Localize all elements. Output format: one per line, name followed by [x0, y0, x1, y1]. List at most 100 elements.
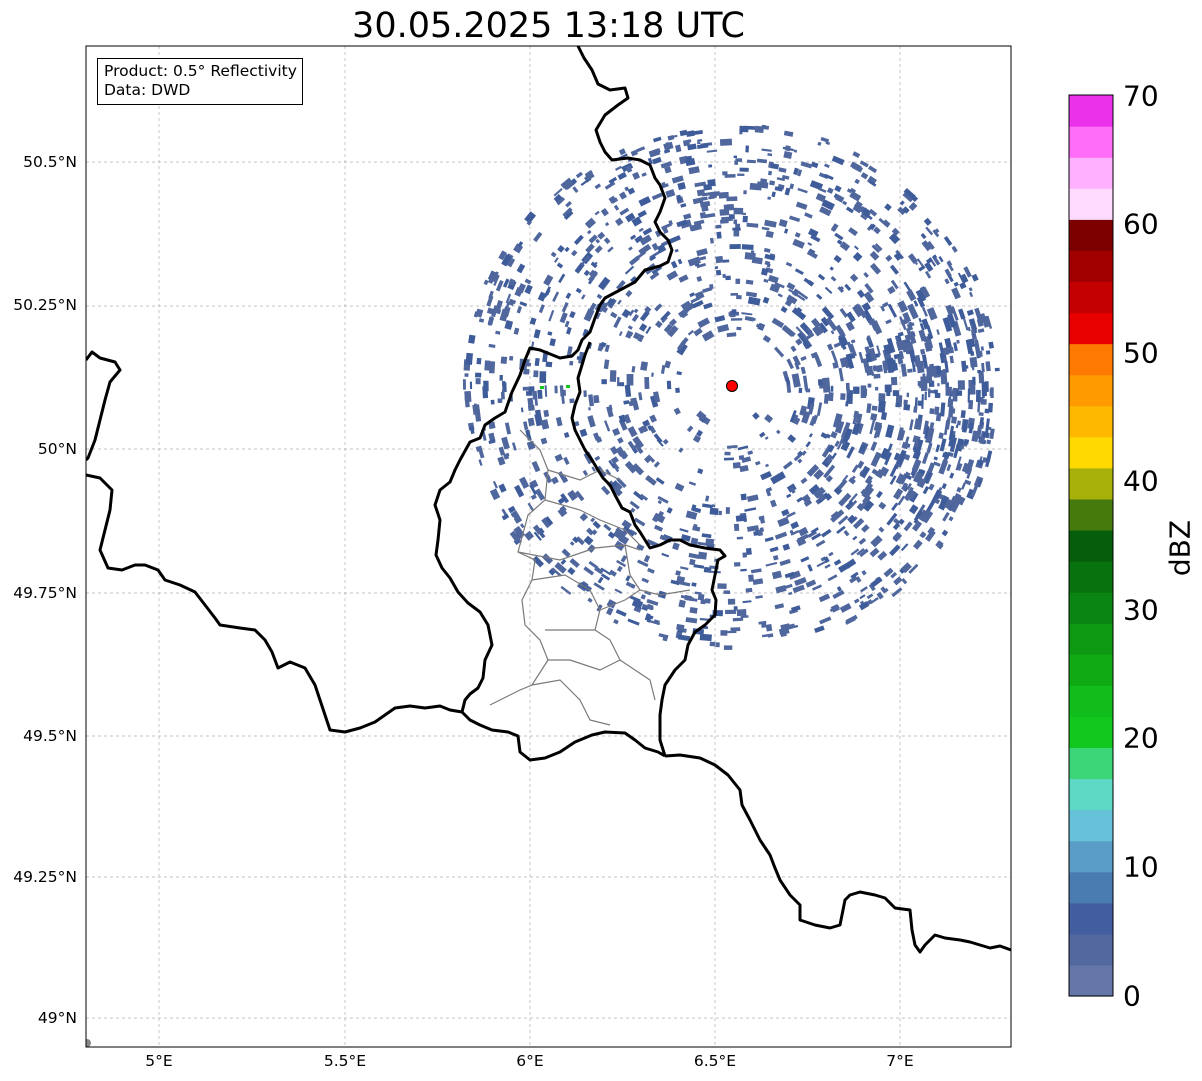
echo-cell [925, 226, 934, 236]
echo-cell [939, 438, 947, 452]
echo-cell [810, 161, 819, 169]
echo-cell [763, 278, 769, 283]
echo-cell [500, 356, 508, 365]
echo-cell [783, 151, 793, 159]
echo-cell [864, 283, 874, 294]
echo-cell [977, 350, 983, 358]
echo-cell [849, 190, 862, 202]
echo-cell [956, 486, 962, 493]
echo-cell [895, 337, 899, 342]
echo-cell [617, 377, 620, 386]
echo-cell [742, 600, 752, 604]
echo-cell [709, 283, 714, 290]
echo-cell [511, 442, 517, 451]
echo-cell [575, 536, 585, 546]
echo-cell [670, 579, 680, 586]
echo-cell [701, 330, 715, 342]
echo-cell [640, 361, 649, 371]
echo-cell [513, 327, 520, 335]
colorbar-segment [1069, 374, 1113, 407]
echo-cell [913, 539, 923, 550]
echo-cell [885, 424, 895, 439]
echo-cell [689, 292, 696, 298]
echo-cell [913, 418, 923, 431]
echo-cell [517, 241, 524, 247]
echo-cell [888, 232, 901, 245]
echo-cell [854, 178, 860, 185]
echo-cell [584, 217, 597, 229]
echo-cell [859, 443, 867, 452]
echo-cell [764, 436, 769, 440]
echo-cell [876, 591, 884, 600]
echo-cell [924, 261, 934, 273]
echo-cell [638, 227, 644, 233]
echo-cell [919, 531, 927, 539]
echo-cell [677, 634, 691, 642]
echo-cell [838, 367, 844, 382]
echo-cell [794, 576, 807, 587]
echo-cell [875, 468, 885, 479]
echo-cell [842, 431, 851, 444]
echo-cell [947, 398, 954, 408]
echo-cell [852, 252, 863, 262]
echo-cell [887, 303, 898, 318]
echo-cell [519, 523, 525, 529]
echo-cell [643, 554, 651, 563]
lat-tick-label: 49.25°N [13, 868, 77, 886]
echo-cell [938, 459, 949, 475]
echo-cell [551, 567, 562, 577]
colorbar-segment [1069, 561, 1113, 593]
echo-cell [818, 322, 828, 334]
echo-cell [610, 446, 619, 455]
echo-cell [613, 466, 620, 473]
echo-cell [878, 217, 890, 228]
echo-cell [858, 351, 864, 364]
echo-cell [779, 558, 791, 566]
echo-cell [600, 573, 611, 581]
echo-cell [616, 559, 627, 568]
echo-cell [579, 512, 589, 522]
echo-cell [815, 293, 823, 300]
colorbar-segment [1069, 498, 1113, 531]
echo-cell [625, 289, 633, 298]
echo-cell [631, 313, 640, 323]
echo-cell [902, 311, 912, 323]
echo-cell [653, 512, 666, 524]
echo-cell [893, 252, 903, 261]
echo-cell [632, 332, 641, 340]
echo-cell [924, 425, 930, 439]
echo-cell [676, 194, 682, 202]
echo-cell [852, 517, 865, 530]
echo-cell [914, 397, 918, 409]
echo-cell [723, 645, 733, 650]
echo-cell [495, 300, 503, 310]
echo-cell [813, 354, 823, 368]
echo-cell [810, 351, 819, 359]
echo-cell [833, 559, 842, 566]
echo-cell [850, 339, 856, 344]
echo-cell [904, 471, 911, 477]
echo-cell [889, 264, 899, 275]
echo-cell [760, 267, 769, 276]
echo-cell [942, 511, 950, 522]
echo-cell [829, 266, 834, 271]
echo-cell [944, 278, 950, 285]
echo-cell [617, 437, 624, 444]
echo-cell [851, 464, 859, 473]
echo-cell [722, 259, 730, 263]
map-title: 30.05.2025 13:18 UTC [352, 6, 745, 46]
echo-cell [473, 311, 479, 318]
echo-cell [835, 324, 846, 338]
echo-cell [636, 250, 647, 260]
echo-cell [791, 373, 801, 388]
echo-cell [766, 263, 771, 268]
echo-cell [464, 373, 469, 377]
echo-cell [667, 325, 679, 338]
echo-cell [878, 393, 886, 402]
echo-cell [563, 432, 570, 439]
echo-cell [986, 315, 993, 329]
echo-cell [834, 232, 844, 241]
echo-cell [623, 413, 632, 424]
echo-cell [863, 272, 869, 278]
echo-cell [465, 352, 473, 365]
